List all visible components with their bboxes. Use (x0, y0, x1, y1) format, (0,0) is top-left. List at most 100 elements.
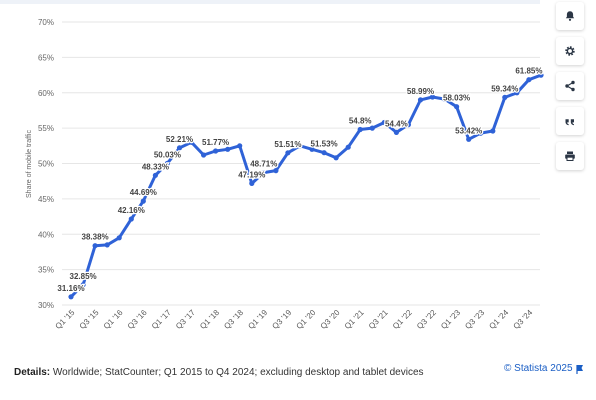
data-point[interactable] (417, 97, 424, 103)
x-tick-label: Q1 '20 (295, 308, 318, 331)
data-label: 58.99% (407, 87, 434, 96)
y-axis-ticks: 30% 35% 40% 45% 50% 55% 60% 65% 70% (38, 18, 54, 310)
data-point[interactable] (201, 152, 207, 158)
data-point[interactable] (429, 94, 436, 100)
data-label: 44.69% (130, 188, 157, 197)
data-point[interactable] (249, 180, 255, 186)
data-point[interactable] (526, 77, 532, 83)
data-point[interactable] (92, 243, 98, 249)
data-point[interactable] (333, 155, 339, 161)
data-point[interactable] (164, 160, 170, 166)
data-label: 53.42% (455, 126, 482, 135)
data-label: 59.34% (491, 84, 518, 93)
data-label: 38.38% (82, 233, 109, 242)
data-point[interactable] (405, 122, 411, 128)
data-point[interactable] (261, 170, 267, 176)
x-tick-label: Q3 '16 (126, 308, 149, 331)
data-point[interactable] (514, 90, 520, 96)
data-point[interactable] (104, 242, 110, 248)
data-label: 54.8% (349, 117, 372, 126)
data-point[interactable] (454, 104, 460, 110)
line-chart: 30% 35% 40% 45% 50% 55% 60% 65% 70% Share of mob… (26, 18, 544, 331)
x-tick-label: Q3 '21 (367, 308, 390, 331)
data-point[interactable] (213, 148, 219, 154)
print-button[interactable] (556, 142, 584, 170)
quote-icon (565, 119, 574, 126)
data-point[interactable] (502, 94, 508, 100)
top-border (0, 0, 540, 4)
y-tick-label: 65% (38, 53, 54, 62)
data-point[interactable] (225, 146, 231, 152)
details-text: Worldwide; StatCounter; Q1 2015 to Q4 20… (52, 367, 424, 378)
data-point[interactable] (369, 125, 375, 131)
data-point[interactable] (345, 144, 351, 150)
data-label: 61.85% (515, 67, 542, 76)
data-point[interactable] (152, 172, 158, 178)
data-point[interactable] (321, 150, 327, 156)
data-point[interactable] (538, 72, 544, 78)
x-tick-label: Q1 '18 (198, 308, 221, 331)
x-axis-ticks: Q1 '15 Q3 '15 Q1 '16 Q3 '16 Q1 '17 Q3 '17 Q1 '… (54, 308, 535, 331)
sidebar-toolbar (556, 2, 588, 177)
grid-lines (62, 21, 540, 306)
data-label: 48.71% (250, 160, 277, 169)
data-point[interactable] (297, 143, 303, 149)
credit-text: © Statista 2025 (504, 363, 573, 374)
x-tick-label: Q3 '20 (319, 308, 342, 331)
data-point[interactable] (381, 119, 387, 126)
data-point[interactable] (188, 139, 195, 145)
y-tick-label: 40% (38, 230, 54, 239)
series-line (69, 73, 543, 299)
data-point[interactable] (490, 128, 496, 134)
x-tick-label: Q1 '17 (150, 308, 173, 331)
data-point[interactable] (128, 216, 134, 222)
y-tick-label: 45% (38, 195, 54, 204)
x-tick-label: Q1 '23 (439, 308, 462, 331)
data-point[interactable] (140, 198, 146, 204)
series-line-layer (69, 73, 543, 299)
x-tick-label: Q1 '22 (391, 308, 414, 331)
x-tick-label: Q1 '15 (54, 308, 77, 331)
data-labels: 31.16% 32.85% 38.38% 42.16% 44.69% 48.33% 50.0… (56, 65, 544, 294)
data-label: 50.03% (154, 150, 181, 159)
data-point[interactable] (80, 282, 86, 288)
data-point[interactable] (237, 143, 243, 149)
data-point[interactable] (285, 150, 291, 156)
data-point[interactable] (442, 96, 448, 102)
data-label: 58.03% (443, 94, 470, 103)
x-tick-label: Q3 '18 (222, 308, 245, 331)
details-footnote: Details: Worldwide; StatCounter; Q1 2015… (14, 367, 424, 378)
data-label: 52.21% (166, 135, 193, 144)
notification-button[interactable] (556, 2, 584, 30)
data-point[interactable] (357, 126, 363, 133)
x-tick-label: Q3 '19 (270, 308, 293, 331)
x-tick-label: Q3 '24 (512, 308, 535, 331)
y-tick-label: 50% (38, 160, 54, 169)
details-label: Details: (14, 367, 51, 378)
statista-credit[interactable]: © Statista 2025 (504, 363, 584, 374)
data-label: 47.19% (238, 170, 265, 179)
data-point[interactable] (273, 168, 279, 174)
data-label: 32.85% (70, 272, 97, 281)
data-label: 51.77% (202, 138, 229, 147)
data-label: 31.16% (57, 284, 84, 293)
x-tick-label: Q3 '15 (78, 308, 101, 331)
y-tick-label: 30% (38, 301, 54, 310)
data-point[interactable] (176, 145, 183, 151)
data-point[interactable] (309, 146, 315, 152)
data-label: 51.51% (274, 140, 301, 149)
data-point[interactable] (393, 129, 399, 135)
settings-button[interactable] (556, 37, 584, 65)
y-tick-label: 55% (38, 124, 54, 133)
share-button[interactable] (556, 72, 584, 100)
gear-icon (565, 46, 575, 56)
data-point[interactable] (116, 235, 122, 241)
x-tick-label: Q1 '19 (246, 308, 269, 331)
x-tick-label: Q1 '21 (343, 308, 366, 331)
share-icon (565, 80, 575, 92)
cite-button[interactable] (556, 107, 584, 135)
data-point[interactable] (466, 136, 472, 142)
data-point[interactable] (478, 130, 484, 136)
data-point[interactable] (68, 294, 74, 300)
x-tick-label: Q3 '17 (174, 308, 197, 331)
